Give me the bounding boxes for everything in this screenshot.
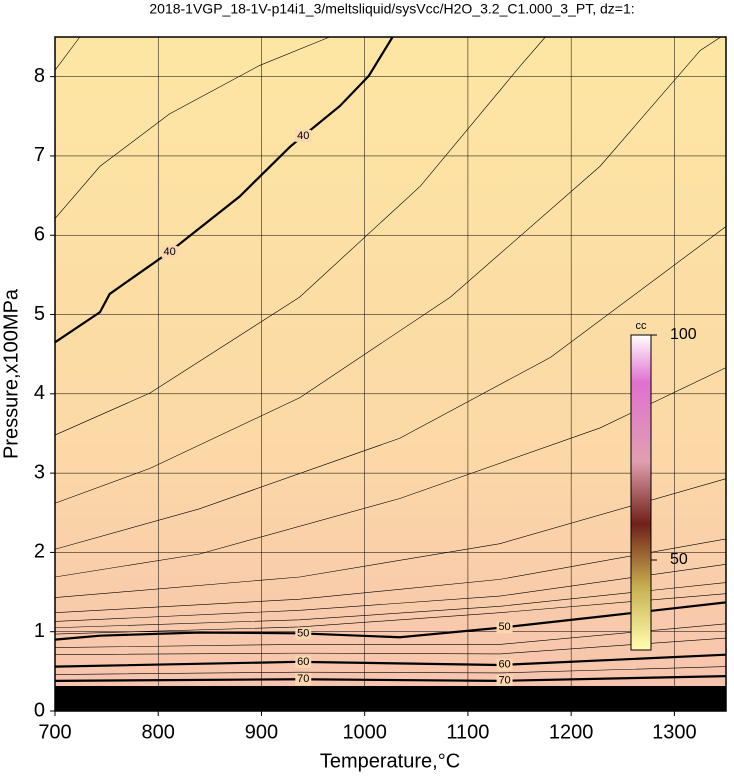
contour-line bbox=[54, 36, 546, 436]
x-tick-label: 1300 bbox=[652, 721, 697, 743]
contour-label: 60 bbox=[498, 659, 510, 671]
contour-line bbox=[54, 593, 727, 635]
plot-frame bbox=[54, 36, 727, 712]
contour-label-bg bbox=[295, 129, 312, 142]
contour-line bbox=[54, 601, 727, 641]
contour-label-bg bbox=[295, 655, 312, 668]
contour-line bbox=[54, 36, 330, 219]
contour-line bbox=[54, 653, 727, 668]
x-tick-label: 700 bbox=[38, 721, 71, 743]
y-tick-label: 0 bbox=[34, 699, 45, 721]
x-tick-label: 900 bbox=[245, 721, 278, 743]
contour-label: 70 bbox=[498, 675, 510, 687]
colorbar-label: cc bbox=[636, 320, 648, 332]
contour-line bbox=[54, 36, 722, 504]
plot-background bbox=[55, 37, 726, 711]
x-tick-label: 800 bbox=[142, 721, 175, 743]
x-tick-label: 1100 bbox=[446, 721, 489, 743]
x-tick-label: 1200 bbox=[549, 721, 594, 743]
contour-label: 40 bbox=[163, 246, 175, 258]
contour-line bbox=[54, 478, 727, 598]
y-tick-label: 4 bbox=[34, 382, 45, 404]
y-tick-label: 2 bbox=[34, 541, 45, 563]
contour-label-bg bbox=[161, 245, 178, 258]
y-tick-label: 5 bbox=[34, 303, 45, 325]
contour-line bbox=[54, 226, 727, 550]
contour-label-bg bbox=[496, 621, 513, 634]
contour-label: 40 bbox=[297, 130, 309, 142]
contour-label: 50 bbox=[297, 627, 309, 639]
contour-line bbox=[54, 582, 727, 629]
y-tick-label: 7 bbox=[34, 144, 45, 166]
contour-line bbox=[54, 675, 727, 682]
contour-label-bg bbox=[295, 627, 312, 640]
contour-line bbox=[54, 666, 727, 675]
y-tick-label: 1 bbox=[34, 620, 45, 642]
y-tick-label: 6 bbox=[34, 224, 45, 246]
contour-label: 70 bbox=[297, 673, 309, 685]
contour-label: 50 bbox=[498, 621, 510, 633]
dense-contour-band bbox=[55, 686, 726, 711]
colorbar-tick-label: 50 bbox=[670, 551, 688, 568]
contour-line bbox=[54, 36, 394, 344]
y-axis-label: Pressure,x100MPa bbox=[0, 288, 22, 459]
y-tick-label: 3 bbox=[34, 461, 45, 483]
contour-label-bg bbox=[295, 673, 312, 686]
colorbar-tick-label: 100 bbox=[670, 326, 697, 343]
contour-line bbox=[54, 637, 727, 656]
contour-line bbox=[54, 623, 727, 648]
x-tick-label: 1000 bbox=[342, 721, 387, 743]
contour-line bbox=[54, 538, 727, 613]
contour-label: 60 bbox=[297, 656, 309, 668]
contour-label-bg bbox=[496, 674, 513, 687]
colorbar bbox=[630, 334, 652, 651]
x-axis-label: Temperature,°C bbox=[320, 750, 460, 772]
y-tick-label: 8 bbox=[34, 65, 45, 87]
contour-label-bg bbox=[496, 658, 513, 671]
contour-line bbox=[54, 36, 81, 71]
chart-title: 2018-1VGP_18-1V-p14i1_3/meltsliquid/sysV… bbox=[149, 1, 634, 17]
contour-line bbox=[54, 564, 727, 622]
